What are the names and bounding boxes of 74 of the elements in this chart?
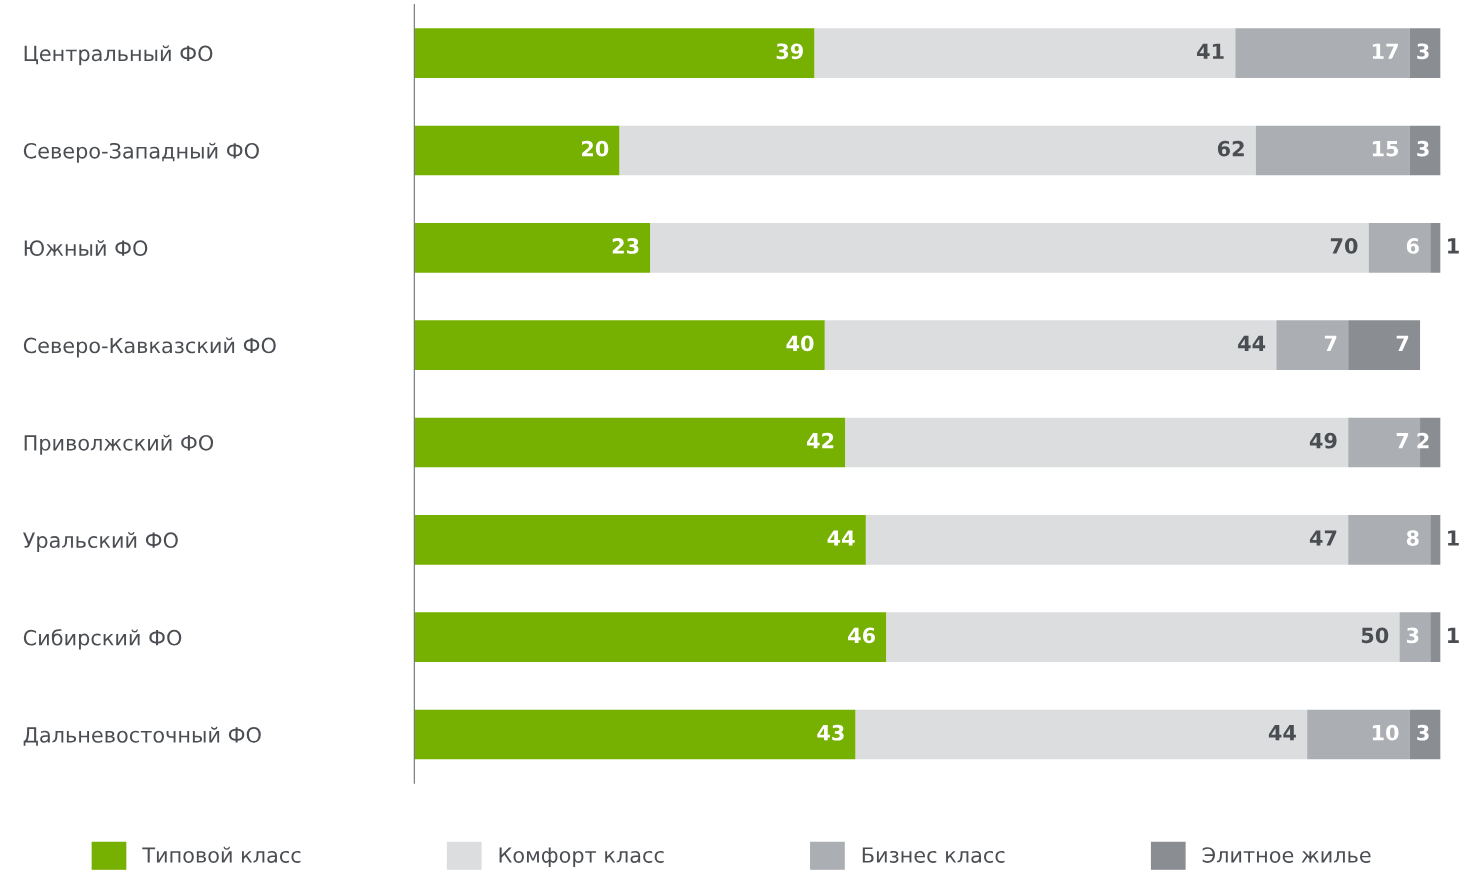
data-label: 49 (1309, 432, 1337, 449)
bar (414, 709, 856, 760)
legend-label: Типовой класс (142, 846, 301, 863)
bar (1348, 320, 1421, 370)
data-label: 7 (1324, 335, 1337, 351)
bar (414, 612, 887, 663)
legend-label: Комфорт класс (499, 847, 664, 867)
data-label: 3 (1406, 627, 1419, 644)
data-label: 7 (1396, 433, 1409, 449)
bar (414, 417, 846, 468)
bar (1409, 709, 1441, 760)
data-label: 8 (1406, 530, 1419, 546)
bar (1235, 28, 1410, 78)
data-label: 1 (1448, 238, 1459, 254)
data-label: 46 (848, 627, 876, 644)
bar (1430, 515, 1441, 565)
data-label: 47 (1309, 530, 1337, 546)
bar (824, 320, 1277, 370)
y-tick-label: Северо-Западный ФО (23, 142, 259, 163)
legend-label: Элитное жилье (1202, 847, 1371, 863)
data-label: 3 (1417, 43, 1429, 60)
data-label: 20 (581, 140, 609, 157)
y-tick-label: Северо-Кавказский ФО (23, 337, 276, 358)
bar (1430, 612, 1441, 663)
legend-label: Бизнес класс (862, 847, 1005, 863)
data-label: 39 (776, 43, 803, 60)
y-tick-label: Центральный ФО (24, 45, 213, 66)
data-label: 1 (1448, 627, 1459, 643)
y-tick-label: Уральский ФО (23, 532, 178, 553)
bar (1409, 125, 1441, 176)
y-tick-label: Сибирский ФО (23, 629, 182, 650)
bar (886, 612, 1400, 663)
data-label: 43 (817, 724, 844, 741)
data-label: 15 (1372, 141, 1399, 157)
data-label: 17 (1372, 43, 1398, 59)
bar (1255, 125, 1410, 176)
data-label: 44 (827, 530, 855, 546)
data-label: 62 (1217, 140, 1244, 157)
data-label: 41 (1197, 43, 1224, 59)
bar (650, 222, 1369, 273)
data-label: 3 (1417, 724, 1429, 741)
bar (1409, 28, 1441, 78)
data-label: 23 (612, 238, 639, 254)
data-label: 1 (1448, 530, 1459, 546)
bar (1368, 222, 1431, 273)
bar (414, 320, 825, 370)
bar (619, 125, 1256, 176)
bar (855, 709, 1308, 760)
y-tick-label: Приволжский ФО (24, 434, 214, 455)
data-label: 40 (786, 335, 814, 352)
data-label: 3 (1417, 140, 1429, 157)
data-label: 2 (1417, 432, 1429, 449)
data-label: 44 (1268, 725, 1296, 741)
bar (414, 222, 651, 273)
bar (845, 417, 1349, 468)
data-label: 10 (1372, 724, 1399, 741)
bar (414, 515, 866, 565)
data-label: 50 (1361, 627, 1389, 644)
bar (865, 515, 1349, 565)
bar (1276, 320, 1349, 370)
bar (414, 125, 620, 176)
bar (1430, 222, 1441, 273)
bar (1307, 709, 1410, 760)
y-tick-label: Южный ФО (24, 239, 148, 257)
bar (414, 28, 815, 78)
data-label: 44 (1238, 335, 1266, 351)
data-label: 42 (807, 432, 834, 449)
bar (814, 28, 1236, 78)
data-label: 6 (1406, 238, 1419, 254)
bar (1399, 612, 1431, 663)
bar (1348, 515, 1431, 565)
data-label: 7 (1396, 335, 1409, 351)
y-tick-label: Дальневосточный ФО (23, 726, 261, 746)
data-label: 70 (1330, 238, 1358, 254)
